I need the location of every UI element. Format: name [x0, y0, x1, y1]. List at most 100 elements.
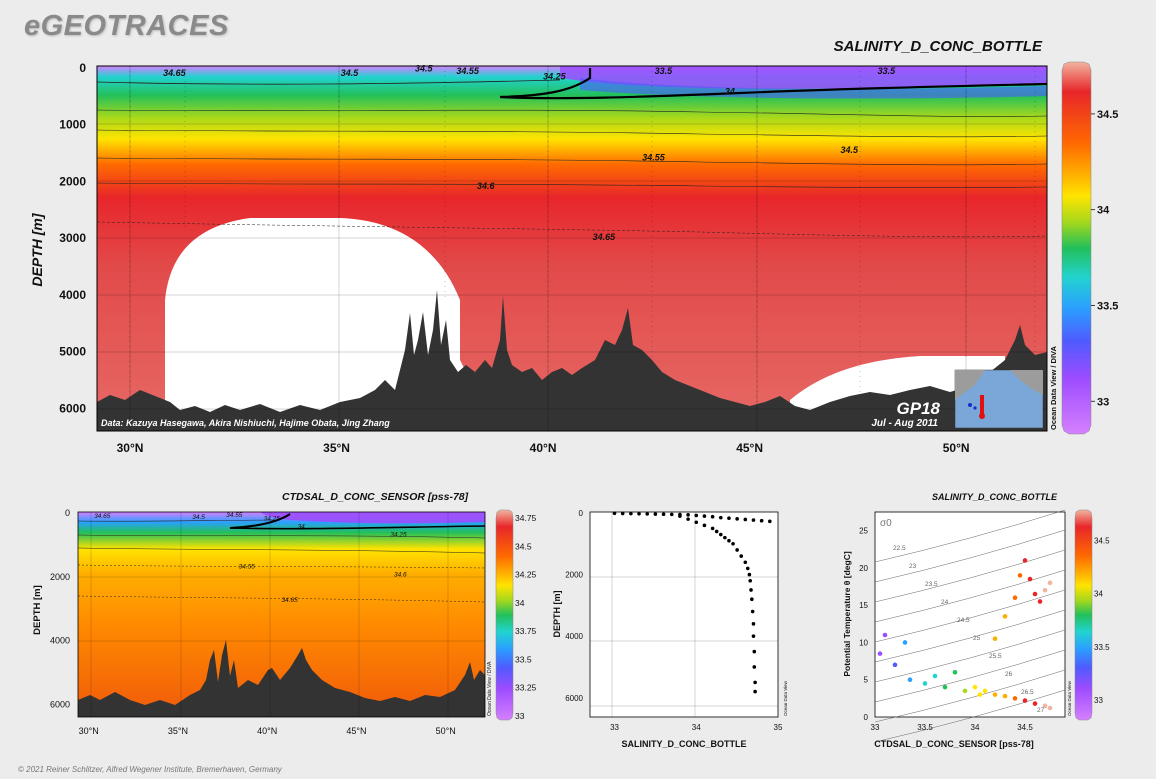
profile-point	[637, 511, 641, 516]
sensor-contour-label: 34.5	[192, 514, 205, 521]
sensor-contour-labels: 34.65 34.5 34.55 34.25 34 34.25 34.55 34.6 34.65	[94, 512, 407, 604]
main-contour-label: 34	[725, 87, 735, 97]
main-y-tick-label: 5000	[59, 345, 86, 359]
sensor-contour-line	[78, 534, 485, 539]
sensor-contour-line	[78, 595, 485, 603]
sensor-bathymetry	[78, 640, 485, 717]
ts-isopycnal-label: 23.5	[925, 581, 938, 588]
main-contour-label: 34.5	[840, 145, 859, 155]
main-colorbar-tick-label: 33	[1097, 396, 1109, 408]
profile-y-ticks: 0 2000 4000 6000	[565, 509, 583, 703]
main-nodata-region-left	[165, 218, 470, 430]
sensor-x-tick-label: 35°N	[168, 726, 188, 736]
profile-point	[714, 529, 719, 534]
profile-point	[645, 512, 650, 516]
sensor-side-label: Ocean Data View / DIVA	[487, 661, 493, 716]
profile-x-ticks: 33 34 35	[610, 723, 783, 732]
profile-point	[620, 511, 625, 516]
profile-point	[686, 513, 690, 517]
main-x-tick-label: 50°N	[943, 441, 970, 455]
main-y-tick-label: 2000	[59, 174, 86, 188]
ts-isopycnal-label: 24	[941, 599, 949, 606]
profile-point	[735, 517, 739, 521]
ts-frame	[874, 511, 1066, 718]
profile-x-tick-label: 34	[692, 723, 701, 732]
main-bathymetry	[97, 290, 1047, 431]
ts-point	[902, 640, 908, 645]
ts-point	[1002, 693, 1008, 699]
profile-grid	[590, 512, 778, 717]
inset-station	[968, 403, 972, 407]
sensor-contour-label: 34.65	[94, 513, 111, 520]
sensor-x-tick-label: 50°N	[436, 726, 456, 736]
profile-point	[718, 532, 723, 537]
ts-point	[982, 688, 988, 694]
sensor-x-tick-label: 45°N	[346, 726, 366, 736]
ts-y-axis-label: Potential Temperature θ [degC]	[842, 551, 852, 677]
profile-x-axis-label: SALINITY_D_CONC_BOTTLE	[621, 739, 746, 749]
inset-station	[973, 406, 977, 410]
profile-panel: DEPTH [m] SALINITY_D_CONC_BOTTLE Ocean D…	[552, 509, 788, 749]
ts-isopycnal-line	[874, 609, 1066, 663]
sensor-colorbar-tick-label: 33.75	[515, 626, 537, 636]
ts-point	[977, 692, 983, 697]
profile-point	[748, 578, 753, 583]
ts-isopycnal-line	[874, 649, 1066, 703]
ts-x-axis-label: CTDSAL_D_CONC_SENSOR [pss-78]	[874, 739, 1034, 749]
main-contour-label: 34.5	[415, 63, 434, 73]
inset-map	[954, 369, 1044, 429]
main-period-label: Jul - Aug 2011	[871, 418, 938, 429]
ts-y-tick-label: 20	[859, 564, 868, 573]
main-colorbar-tick-label: 33.5	[1097, 300, 1118, 312]
main-contour-label: 34.25	[543, 71, 567, 81]
profile-y-tick-label: 2000	[565, 571, 583, 580]
main-x-tick-label: 35°N	[323, 441, 350, 455]
profile-point	[702, 523, 707, 528]
ts-y-tick-label: 25	[859, 527, 868, 536]
main-data-credit: Data: Kazuya Hasegawa, Akira Nishiuchi, …	[101, 418, 390, 428]
sensor-y-ticks: 0 2000 4000 6000	[50, 508, 70, 709]
profile-point	[702, 514, 707, 518]
ts-points	[877, 558, 1053, 711]
profile-point	[653, 512, 658, 516]
profile-point	[752, 649, 757, 654]
ts-point	[1042, 587, 1048, 593]
profile-point	[678, 514, 682, 518]
profile-points	[612, 511, 772, 694]
main-contour-labels: 34.65 34.5 34.5 34.55 34.25 33.5 33.5 34 34.5 34.…	[163, 63, 896, 242]
profile-point	[727, 538, 731, 543]
profile-point	[749, 588, 753, 592]
ts-point	[922, 681, 928, 686]
profile-x-tick-label: 35	[774, 723, 783, 732]
ts-point	[1022, 558, 1028, 563]
main-cruise-label: GP18	[897, 399, 941, 418]
profile-point	[753, 680, 757, 685]
main-low-salinity-patch	[560, 66, 1047, 89]
sensor-x-tick-label: 40°N	[257, 726, 277, 736]
main-contour-line	[97, 129, 1047, 138]
profile-side-label: Ocean Data View	[783, 680, 788, 716]
sensor-contour-label: 34.6	[394, 571, 407, 578]
ts-point	[1027, 576, 1033, 582]
ts-point	[907, 677, 913, 683]
profile-point	[739, 554, 744, 558]
sensor-x-tick-label: 30°N	[79, 726, 99, 736]
profile-point	[723, 535, 727, 540]
profile-point	[751, 634, 756, 638]
ts-isopycnal-line	[874, 569, 1066, 623]
ts-point	[932, 673, 938, 679]
ts-point	[1017, 573, 1023, 578]
sensor-colorbar-tick-label: 34.25	[515, 570, 537, 580]
profile-point	[629, 511, 633, 516]
ts-isopycnal-label: 25	[973, 635, 981, 642]
main-contour-label: 33.5	[655, 66, 674, 76]
ts-isopycnal-line	[874, 529, 1066, 583]
ts-y-tick-label: 5	[864, 676, 869, 685]
ts-point	[942, 684, 948, 690]
ts-point	[1012, 595, 1018, 601]
ts-point	[882, 632, 888, 638]
ts-y-tick-label: 0	[864, 713, 869, 722]
ts-point	[1047, 580, 1053, 586]
